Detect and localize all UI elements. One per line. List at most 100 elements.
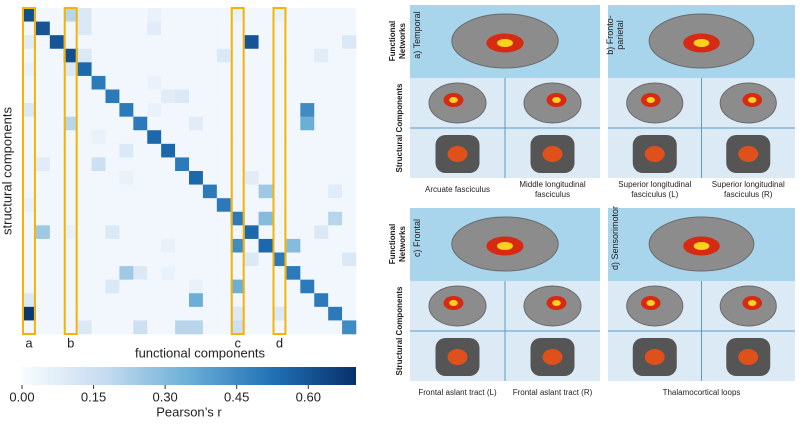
heat-cell [300, 62, 315, 77]
heat-cell [272, 225, 287, 240]
heat-cell [133, 266, 148, 280]
panel-label: b) Fronto-parietal [605, 15, 625, 55]
heat-cell [272, 48, 287, 63]
heat-cell [161, 238, 176, 253]
colorbar [22, 367, 356, 385]
heat-cell [63, 75, 78, 90]
heat-cell [161, 89, 176, 104]
heat-cell [175, 89, 190, 104]
heat-cell [342, 8, 357, 22]
heat-cell [77, 21, 92, 36]
heat-cell [77, 157, 92, 172]
heat-cell [63, 157, 78, 172]
heat-cell [77, 266, 92, 280]
heat-cell [119, 75, 134, 90]
heat-cell [216, 21, 232, 36]
heat-cell [342, 320, 357, 335]
heat-cell [133, 35, 148, 50]
heat-cell [202, 116, 218, 131]
heat-cell [63, 171, 78, 185]
activation-core [552, 300, 561, 306]
heat-cell [175, 238, 190, 253]
colorbar-tick-label: 0.45 [224, 389, 249, 404]
heat-cell [105, 238, 120, 253]
heat-cell [272, 266, 287, 280]
heat-cell [161, 48, 176, 63]
heat-cell [119, 320, 134, 335]
heat-cell [119, 62, 134, 77]
heat-cell [105, 266, 120, 280]
heat-cell [244, 184, 259, 199]
heat-cell [244, 266, 259, 280]
heat-cell [35, 171, 51, 185]
heat-cell [35, 143, 51, 158]
heat-cell [161, 103, 176, 117]
heat-cell [300, 198, 315, 213]
heat-cell [202, 238, 218, 253]
caption-line: Superior longitudinal [618, 180, 691, 189]
row-label: FunctionalNetworks [388, 21, 407, 61]
heat-cell [147, 238, 162, 253]
heat-cell [77, 143, 92, 158]
heat-cell [342, 225, 357, 240]
heat-cell [189, 75, 204, 90]
heat-cell [328, 130, 343, 145]
heat-cell [244, 320, 259, 335]
heat-cell [286, 62, 301, 77]
row-label-line: Functional [388, 21, 397, 61]
heat-cell [244, 143, 259, 158]
heat-cell [272, 75, 287, 90]
caption-line: fasciculus (R) [724, 190, 773, 199]
heat-cell [133, 238, 148, 253]
heat-cell [105, 103, 120, 117]
heat-cell [22, 143, 37, 158]
heat-cell [230, 252, 245, 267]
heat-cell [91, 21, 106, 36]
heat-cell [35, 89, 51, 104]
heat-cell [258, 279, 273, 294]
heat-cell [147, 225, 162, 240]
heat-cell [258, 238, 273, 253]
heat-cell [119, 198, 134, 213]
heat-cell [35, 184, 51, 199]
heat-cell [119, 279, 134, 294]
heat-cell [300, 48, 315, 63]
heat-cell [300, 279, 315, 294]
heat-cell [35, 157, 51, 172]
panel-label: d) Sensorimotor [610, 206, 620, 270]
caption-line: Middle longitudinal [519, 180, 585, 189]
heat-cell [244, 62, 259, 77]
heat-cell [22, 48, 37, 63]
heat-cell [342, 35, 357, 50]
heat-cell [300, 184, 315, 199]
heat-cell [244, 225, 259, 240]
heat-cell [216, 320, 232, 335]
heat-cell [189, 116, 204, 131]
y-axis-label: structural components [0, 107, 14, 235]
heat-cell [35, 225, 51, 240]
heat-cell [328, 21, 343, 36]
heat-cell [77, 293, 92, 308]
heat-cell [286, 116, 301, 131]
heat-cell [119, 225, 134, 240]
heat-cell [119, 103, 134, 117]
heat-cell [328, 75, 343, 90]
heat-cell [147, 306, 162, 321]
heat-cell [147, 157, 162, 172]
heat-cell [202, 130, 218, 145]
heat-cell [300, 75, 315, 90]
heat-cell [91, 266, 106, 280]
heat-cell [189, 184, 204, 199]
heat-cell [202, 75, 218, 90]
heat-cell [119, 157, 134, 172]
heat-cell [49, 21, 65, 36]
heat-cell [63, 48, 78, 63]
heat-cell [314, 279, 329, 294]
heat-cell [77, 225, 92, 240]
heat-cell [272, 8, 287, 22]
heat-cell [230, 89, 245, 104]
heat-cell [22, 21, 37, 36]
heat-cell [91, 116, 106, 131]
heat-cell [63, 143, 78, 158]
